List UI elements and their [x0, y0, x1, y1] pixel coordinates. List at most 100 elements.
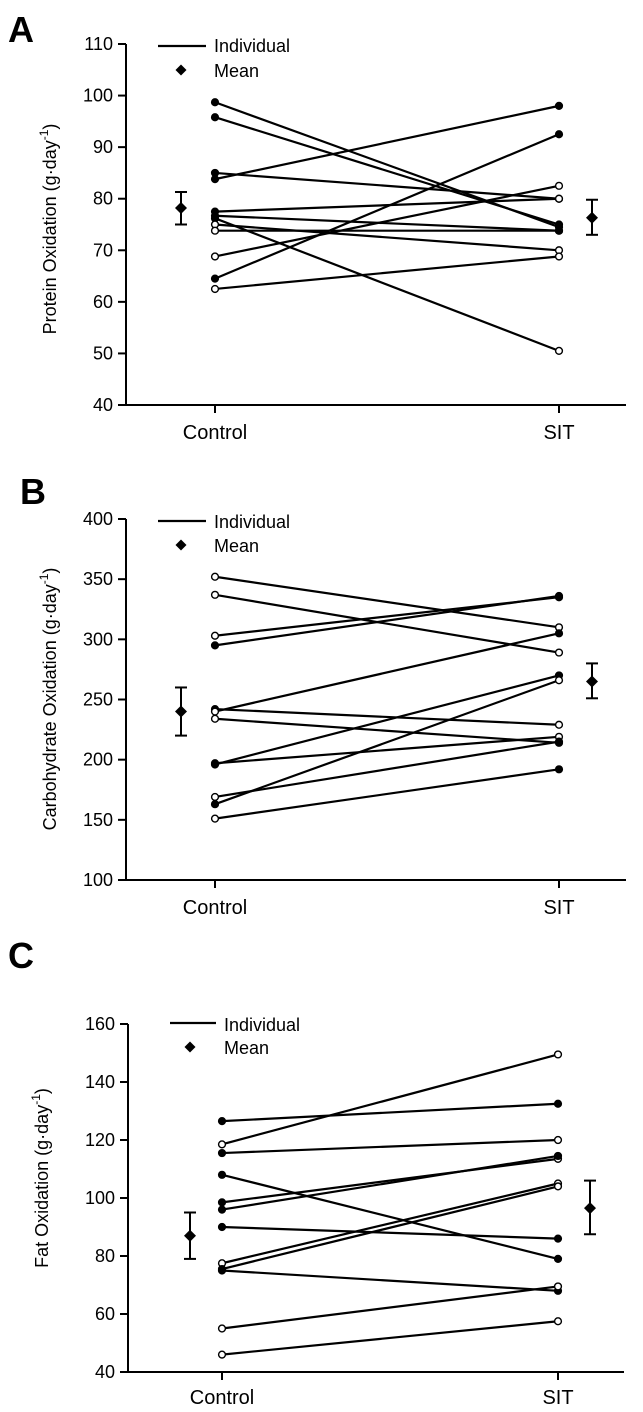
x-tick-label: Control [190, 1387, 254, 1409]
y-axis-title-main: Carbohydrate Oxidation (g·day [40, 584, 60, 830]
individual-line [214, 116, 560, 226]
axes: 100 150 200 250 300 350 400 Control SIT [83, 509, 626, 919]
individual-point [553, 1099, 563, 1108]
individual-line [221, 1173, 559, 1260]
individual-point [217, 1198, 227, 1207]
data-marks [175, 572, 598, 823]
y-tick-label: 140 [85, 1072, 115, 1092]
individual-line [214, 679, 560, 806]
individual-line [221, 1154, 559, 1211]
individual-point [554, 720, 564, 729]
individual-line [214, 735, 560, 765]
y-tick-label: 60 [93, 292, 113, 312]
individual-point [217, 1140, 227, 1149]
individual-line [221, 1157, 559, 1204]
legend: Individual Mean [158, 512, 290, 556]
individual-point [554, 226, 564, 235]
y-axis-title-superscript: -1 [29, 1094, 43, 1105]
individual-point [553, 1317, 563, 1326]
individual-point [210, 113, 220, 122]
individual-point [210, 792, 220, 802]
y-axis-title: Protein Oxidation (g·day-1) [37, 124, 60, 335]
individual-point [210, 274, 220, 283]
individual-line [214, 197, 560, 213]
individual-point [210, 590, 220, 599]
y-tick-label: 80 [95, 1246, 115, 1266]
individual-line [221, 1102, 559, 1123]
individual-point [553, 1182, 563, 1191]
y-axis-title-superscript: -1 [37, 129, 51, 140]
individual-point [217, 1222, 227, 1232]
y-tick-label: 150 [83, 810, 113, 830]
individual-point [210, 252, 220, 261]
individual-line [214, 217, 560, 352]
legend-mean-label: Mean [214, 61, 259, 81]
individual-point [217, 1324, 227, 1333]
mean-diamond [586, 211, 598, 224]
individual-point [217, 1170, 227, 1179]
individual-line [214, 768, 560, 820]
y-axis-title-end: ) [32, 1088, 52, 1094]
mean-diamond [175, 201, 187, 214]
individual-point [210, 641, 220, 650]
legend-mean-label: Mean [214, 536, 259, 556]
individual-point [554, 737, 564, 746]
individual-point [210, 98, 220, 107]
x-tick-label: SIT [542, 1387, 573, 1409]
individual-point [554, 252, 564, 261]
individual-point [553, 1254, 563, 1264]
individual-line [214, 594, 560, 647]
individual-line [214, 593, 560, 654]
panel-letter: B [20, 471, 46, 512]
y-tick-label: 120 [85, 1130, 115, 1150]
individual-point [210, 800, 220, 809]
y-tick-label: 350 [83, 569, 113, 589]
individual-point [210, 707, 220, 716]
individual-line [214, 708, 560, 726]
individual-line [221, 1182, 559, 1265]
individual-line [214, 184, 560, 258]
individual-line [214, 133, 560, 280]
axes: 40 50 60 70 80 90 100 110 Control SIT [83, 34, 626, 444]
mean-diamond [184, 1229, 196, 1242]
x-tick-label: Control [183, 897, 247, 919]
data-marks [175, 98, 598, 355]
panel-c: C Fat Oxidation (g·day-1) 40 60 80 100 120 14… [8, 935, 624, 1409]
individual-line [221, 1138, 559, 1155]
y-axis-title-end: ) [40, 124, 60, 130]
svg-text:Fat Oxidation (g·day-1): Fat Oxidation (g·day-1) [29, 1088, 52, 1268]
y-tick-label: 40 [93, 395, 113, 415]
individual-point [210, 226, 220, 235]
x-tick-label: SIT [543, 897, 574, 919]
individual-line [214, 674, 560, 766]
individual-line [214, 255, 560, 291]
individual-point [554, 765, 564, 774]
y-axis-title-superscript: -1 [37, 573, 51, 584]
individual-point [217, 1205, 227, 1214]
x-tick-label: Control [183, 422, 247, 444]
individual-point [217, 1350, 227, 1359]
individual-point [217, 1117, 227, 1126]
x-tick-label: SIT [543, 422, 574, 444]
y-tick-label: 100 [83, 86, 113, 106]
legend-mean-diamond [175, 539, 187, 551]
legend-individual-label: Individual [214, 512, 290, 532]
individual-point [554, 591, 564, 601]
y-tick-label: 110 [84, 34, 113, 54]
individual-point [554, 676, 564, 685]
y-tick-label: 100 [85, 1188, 115, 1208]
y-tick-label: 90 [93, 137, 113, 157]
panel-b: B Carbohydrate Oxidation (g·day-1) 100 15… [20, 471, 626, 919]
individual-line [214, 104, 560, 181]
mean-diamond [586, 675, 598, 688]
individual-line [214, 223, 560, 252]
individual-point [554, 181, 564, 190]
y-tick-label: 100 [83, 870, 113, 890]
individual-point [217, 1148, 227, 1158]
individual-line [221, 1269, 559, 1292]
y-tick-label: 160 [85, 1014, 115, 1034]
y-tick-label: 60 [95, 1304, 115, 1324]
y-axis-title: Carbohydrate Oxidation (g·day-1) [37, 568, 60, 831]
mean-diamond [175, 705, 187, 718]
panel-letter: C [8, 935, 34, 976]
